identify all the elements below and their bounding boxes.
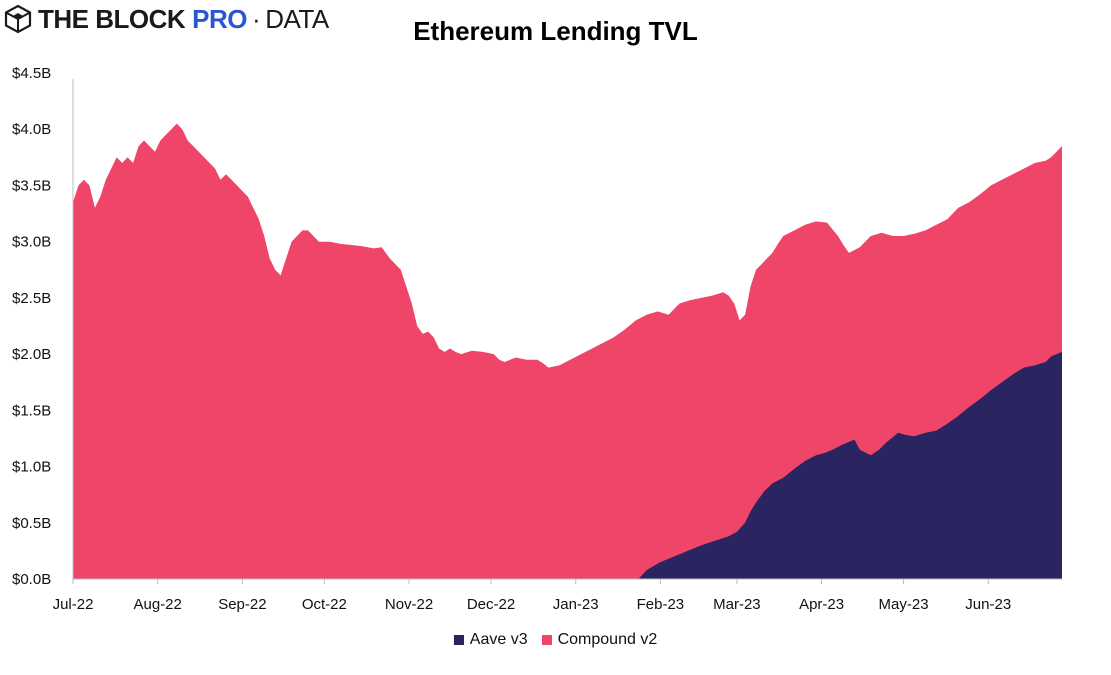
chart-legend: Aave v3 Compound v2 bbox=[0, 631, 1111, 649]
brand-wordmark: THE BLOCK PRO · DATA bbox=[38, 4, 329, 34]
y-tick-label: $0.0B bbox=[12, 571, 51, 588]
y-tick-label: $2.5B bbox=[12, 290, 51, 307]
x-tick-label: Mar-23 bbox=[713, 596, 761, 613]
hexagon-cube-icon bbox=[4, 4, 32, 34]
x-tick-label: Jun-23 bbox=[965, 596, 1011, 613]
y-tick-label: $0.5B bbox=[12, 515, 51, 532]
legend-label-aave: Aave v3 bbox=[469, 631, 528, 648]
y-tick-label: $3.5B bbox=[12, 177, 51, 194]
chart-title: Ethereum Lending TVL bbox=[413, 16, 698, 46]
y-tick-label: $2.0B bbox=[12, 346, 51, 363]
legend-swatch-aave bbox=[453, 635, 464, 645]
x-tick-label: Jan-23 bbox=[553, 596, 599, 613]
brand-separator: · bbox=[252, 4, 261, 34]
legend-item-aave: Aave v3 bbox=[453, 631, 528, 649]
y-tick-label: $4.0B bbox=[12, 121, 51, 138]
y-tick-label: $1.0B bbox=[12, 459, 51, 476]
legend-label-compound: Compound v2 bbox=[557, 631, 658, 648]
x-tick-label: Apr-23 bbox=[799, 596, 844, 613]
x-tick-label: Dec-22 bbox=[467, 596, 515, 613]
legend-swatch-compound bbox=[541, 635, 552, 645]
legend-item-compound: Compound v2 bbox=[541, 631, 658, 649]
brand-logo: THE BLOCK PRO · DATA bbox=[4, 3, 329, 35]
x-tick-label: Oct-22 bbox=[302, 596, 347, 613]
x-tick-label: May-23 bbox=[879, 596, 929, 613]
x-tick-label: Nov-22 bbox=[385, 596, 433, 613]
x-tick-label: Sep-22 bbox=[218, 596, 266, 613]
area-aave-v3 bbox=[73, 351, 1062, 579]
y-tick-label: $3.0B bbox=[12, 234, 51, 251]
brand-data: DATA bbox=[265, 4, 329, 34]
x-tick-label: Aug-22 bbox=[134, 596, 182, 613]
x-tick-label: Jul-22 bbox=[53, 596, 94, 613]
y-tick-label: $4.5B bbox=[12, 65, 51, 82]
y-tick-label: $1.5B bbox=[12, 402, 51, 419]
brand-pro: PRO bbox=[192, 4, 248, 34]
brand-main: THE BLOCK bbox=[38, 4, 186, 34]
x-tick-label: Feb-23 bbox=[637, 596, 685, 613]
